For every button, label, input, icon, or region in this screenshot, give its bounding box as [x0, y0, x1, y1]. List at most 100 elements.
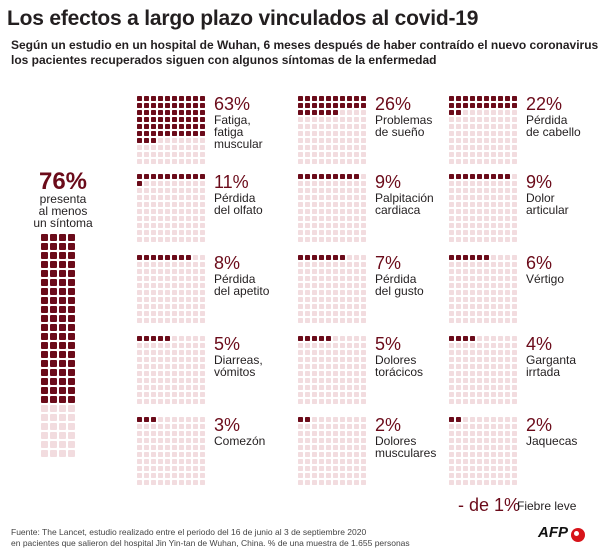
waffle-cell	[449, 417, 454, 422]
waffle-cell	[340, 269, 345, 274]
waffle-cell	[498, 110, 503, 115]
waffle-cell	[144, 131, 149, 136]
waffle-cell	[319, 237, 324, 242]
waffle-cell	[512, 276, 517, 281]
waffle-cell	[354, 216, 359, 221]
waffle-cell	[158, 181, 163, 186]
waffle-cell	[312, 392, 317, 397]
waffle-cell	[491, 392, 496, 397]
waffle-cell	[347, 230, 352, 235]
waffle-cell	[319, 297, 324, 302]
waffle-cell	[144, 336, 149, 341]
symptom-label-line: Jaquecas	[526, 434, 577, 448]
waffle-cell	[333, 188, 338, 193]
symptom-percentage: 2%	[375, 415, 401, 435]
waffle-cell	[305, 417, 310, 422]
waffle-cell	[305, 371, 310, 376]
waffle-cell	[305, 466, 310, 471]
summary-waffle-cell	[41, 405, 48, 412]
waffle-cell	[470, 230, 475, 235]
waffle-cell	[340, 290, 345, 295]
waffle-cell	[326, 152, 331, 157]
waffle-cell	[333, 343, 338, 348]
waffle-cell	[361, 195, 366, 200]
waffle-cell	[151, 209, 156, 214]
waffle-cell	[158, 103, 163, 108]
waffle-cell	[319, 336, 324, 341]
waffle-cell	[449, 304, 454, 309]
waffle-cell	[165, 318, 170, 323]
waffle-cell	[137, 399, 142, 404]
waffle-cell	[361, 480, 366, 485]
waffle-cell	[505, 336, 510, 341]
waffle-cell	[491, 131, 496, 136]
waffle-cell	[158, 459, 163, 464]
waffle-cell	[484, 131, 489, 136]
waffle-cell	[326, 103, 331, 108]
waffle-cell	[326, 188, 331, 193]
waffle-cell	[200, 152, 205, 157]
waffle-cell	[165, 392, 170, 397]
waffle-cell	[193, 138, 198, 143]
waffle-cell	[172, 445, 177, 450]
waffle-cell	[200, 385, 205, 390]
waffle-cell	[172, 357, 177, 362]
summary-waffle-cell	[59, 270, 66, 277]
waffle-cell	[347, 159, 352, 164]
waffle-cell	[354, 445, 359, 450]
waffle-cell	[158, 318, 163, 323]
waffle-cell	[512, 473, 517, 478]
waffle-cell	[137, 188, 142, 193]
waffle-cell	[477, 202, 482, 207]
waffle-cell	[347, 223, 352, 228]
waffle-cell	[498, 103, 503, 108]
summary-waffle-cell	[68, 450, 75, 457]
waffle-cell	[449, 480, 454, 485]
waffle-cell	[463, 223, 468, 228]
waffle-cell	[179, 124, 184, 129]
waffle-cell	[144, 269, 149, 274]
waffle-cell	[505, 424, 510, 429]
waffle-cell	[340, 385, 345, 390]
waffle-cell	[298, 452, 303, 457]
waffle-cell	[477, 195, 482, 200]
waffle-cell	[298, 103, 303, 108]
waffle-cell	[151, 297, 156, 302]
waffle-cell	[312, 269, 317, 274]
waffle-cell	[333, 230, 338, 235]
waffle-cell	[326, 297, 331, 302]
waffle-cell	[326, 350, 331, 355]
waffle-cell	[186, 110, 191, 115]
summary-waffle-cell	[41, 432, 48, 439]
waffle-cell	[172, 399, 177, 404]
waffle-cell	[305, 304, 310, 309]
summary-label-line: un síntoma	[33, 216, 93, 230]
waffle-cell	[463, 237, 468, 242]
waffle-cell	[477, 237, 482, 242]
waffle-cell	[186, 195, 191, 200]
symptom-percentage: 4%	[526, 334, 552, 354]
waffle-cell	[333, 152, 338, 157]
summary-label-line: al menos	[39, 204, 88, 218]
waffle-cell	[172, 188, 177, 193]
waffle-cell	[151, 202, 156, 207]
waffle-cell	[347, 181, 352, 186]
waffle-cell	[179, 318, 184, 323]
waffle-cell	[319, 269, 324, 274]
waffle-cell	[477, 431, 482, 436]
waffle-cell	[312, 152, 317, 157]
waffle-cell	[491, 276, 496, 281]
waffle-cell	[477, 209, 482, 214]
waffle-cell	[491, 399, 496, 404]
waffle-cell	[512, 297, 517, 302]
symptom-label-line: del olfato	[214, 203, 263, 217]
waffle-cell	[456, 174, 461, 179]
waffle-cell	[172, 385, 177, 390]
waffle-cell	[312, 466, 317, 471]
waffle-cell	[477, 131, 482, 136]
waffle-cell	[512, 195, 517, 200]
waffle-cell	[470, 255, 475, 260]
summary-waffle-cell	[59, 315, 66, 322]
waffle-cell	[172, 145, 177, 150]
waffle-cell	[200, 336, 205, 341]
